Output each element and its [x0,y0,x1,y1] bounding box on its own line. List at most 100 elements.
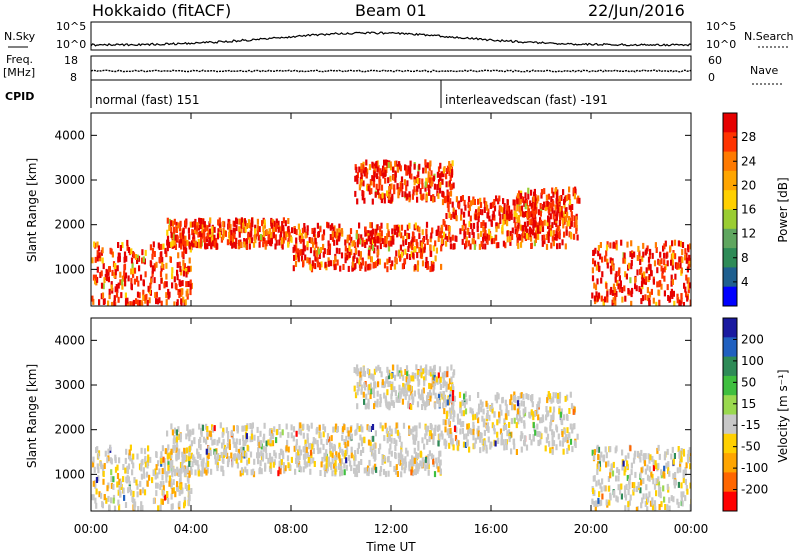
data-cell [99,461,102,468]
data-cell [403,467,406,474]
data-cell [508,211,512,218]
data-cell [568,408,571,414]
data-cell [615,240,618,247]
data-cell [140,447,143,454]
data-cell [689,299,691,306]
data-cell [268,429,271,436]
data-cell [132,252,136,259]
data-cell [390,384,393,390]
data-cell [360,374,363,381]
data-cell [426,239,429,245]
data-cell [265,453,268,459]
data-cell [372,262,375,268]
data-cell [323,248,326,255]
data-cell [490,238,493,245]
data-cell [166,229,169,236]
data-cell [636,269,639,276]
data-cell [465,398,468,405]
data-cell [280,231,283,238]
data-cell [177,426,180,433]
data-cell [347,440,350,447]
data-cell [334,455,337,462]
data-cell [129,453,132,460]
data-cell [222,427,225,434]
data-cell [406,193,409,200]
data-cell [438,187,442,194]
data-cell [499,205,502,212]
data-cell [646,474,650,481]
data-cell [340,466,343,472]
data-cell [545,427,548,434]
data-cell [680,267,683,274]
data-cell [101,247,104,254]
data-cell [568,203,571,210]
data-cell [627,489,630,496]
data-cell [451,390,455,396]
data-cell [195,228,198,235]
data-cell [279,463,282,470]
data-cell [390,390,393,397]
data-cell [259,440,262,447]
data-cell [108,504,111,511]
data-cell [200,233,203,240]
data-cell [663,496,666,503]
data-cell [369,440,372,447]
data-cell [447,206,450,213]
data-cell [416,401,420,408]
data-cell [493,214,496,221]
data-cell [445,213,448,219]
data-cell [444,396,447,403]
data-cell [428,436,431,442]
data-cell [369,238,372,245]
data-cell [523,440,526,447]
data-cell [365,172,368,179]
data-cell [654,460,657,467]
data-cell [168,475,171,482]
data-cell [480,222,483,228]
data-cell [445,224,448,231]
data-cell [228,439,231,446]
data-cell [306,433,309,440]
data-cell [322,431,325,438]
data-cell [197,464,200,471]
data-cell [658,490,661,497]
nave-label: Nave [750,64,778,77]
data-cell [571,204,574,210]
data-cell [213,438,216,445]
data-cell [242,446,245,453]
data-cell [435,230,438,236]
data-cell [235,457,238,464]
data-cell [315,251,318,258]
data-cell [400,232,403,239]
data-cell [513,417,516,424]
data-cell [329,260,333,267]
data-cell [115,291,119,298]
data-cell [442,219,445,225]
data-cell [261,220,264,227]
data-cell [515,449,518,455]
colorbar-segment [723,453,737,473]
data-cell [556,243,559,250]
data-cell [275,218,278,225]
data-cell [294,254,298,261]
data-cell [551,222,554,229]
data-cell [600,277,603,284]
data-cell [398,230,401,237]
data-cell [275,239,278,246]
data-cell [381,454,384,460]
data-cell [260,450,263,457]
data-cell [295,444,298,451]
data-cell [127,463,131,470]
cpid-segment-2: interleavedscan (fast) -191 [445,93,608,107]
data-cell [356,464,359,471]
data-cell [605,250,608,257]
data-cell [444,195,447,202]
data-cell [333,239,336,246]
data-cell [285,423,288,430]
data-cell [102,464,105,471]
data-cell [573,193,576,200]
data-cell [427,184,430,191]
data-cell [229,234,232,241]
data-cell [485,447,488,454]
data-cell [348,430,351,437]
